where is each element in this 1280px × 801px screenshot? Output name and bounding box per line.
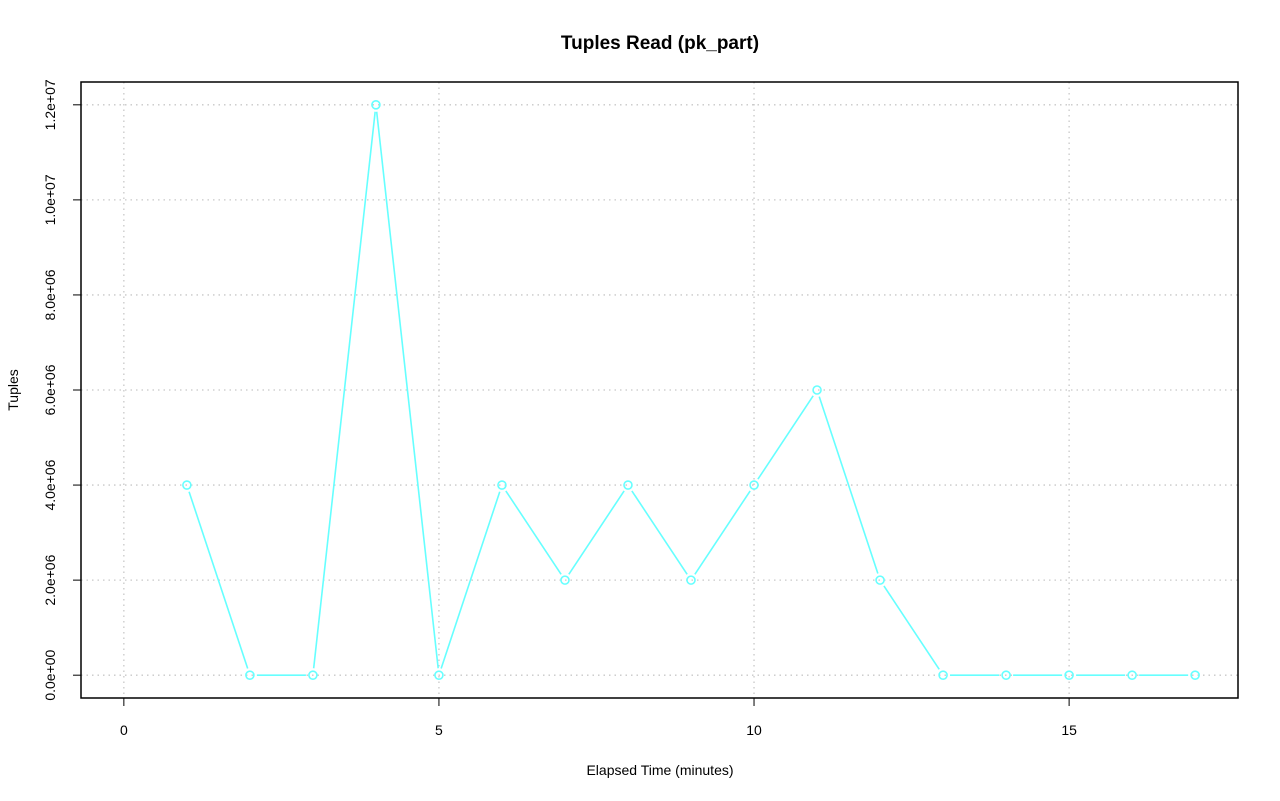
data-point	[245, 670, 255, 680]
series-line-segment	[818, 396, 879, 574]
series-line-segment	[694, 490, 751, 575]
data-point	[623, 480, 633, 490]
data-point	[875, 575, 885, 585]
data-point	[1190, 670, 1200, 680]
data-point	[1064, 670, 1074, 680]
series-line-segment	[375, 111, 439, 669]
data-point	[938, 670, 948, 680]
y-tick-label: 0.0e+00	[42, 649, 58, 700]
y-axis: 0.0e+00 2.0e+06 4.0e+06 6.0e+06 8.0e+06 1.0e+…	[42, 79, 81, 701]
chart-title: Tuples Read (pk_part)	[561, 33, 759, 54]
data-point	[560, 575, 570, 585]
y-tick-label: 4.0e+06	[42, 459, 58, 510]
series-line-segment	[440, 491, 501, 669]
y-tick-label: 2.0e+06	[42, 554, 58, 605]
data-point	[1001, 670, 1011, 680]
y-tick-label: 8.0e+06	[42, 269, 58, 320]
data-point	[686, 575, 696, 585]
series-line-segment	[757, 395, 814, 480]
data-point	[812, 385, 822, 395]
y-tick-label: 1.0e+07	[42, 174, 58, 225]
series-line-segment	[568, 490, 625, 575]
data-series	[182, 100, 1200, 680]
x-tick-label: 0	[120, 722, 128, 738]
y-tick-label: 1.2e+07	[42, 79, 58, 130]
data-point	[434, 670, 444, 680]
data-point	[182, 480, 192, 490]
series-line-segment	[188, 491, 249, 669]
series-line-segment	[631, 490, 688, 575]
x-tick-label: 10	[746, 722, 762, 738]
y-axis-label: Tuples	[5, 369, 21, 411]
data-point	[1127, 670, 1137, 680]
series-line-segment	[505, 490, 562, 575]
x-axis: 0 5 10 15	[120, 697, 1077, 738]
series-line-segment	[312, 111, 376, 669]
data-point	[308, 670, 318, 680]
x-tick-label: 15	[1061, 722, 1077, 738]
data-point	[497, 480, 507, 490]
data-point	[371, 100, 381, 110]
y-tick-label: 6.0e+06	[42, 364, 58, 415]
x-tick-label: 5	[435, 722, 443, 738]
grid	[81, 82, 1238, 698]
data-point	[749, 480, 759, 490]
series-line-segment	[883, 585, 940, 670]
x-axis-label: Elapsed Time (minutes)	[586, 762, 733, 778]
